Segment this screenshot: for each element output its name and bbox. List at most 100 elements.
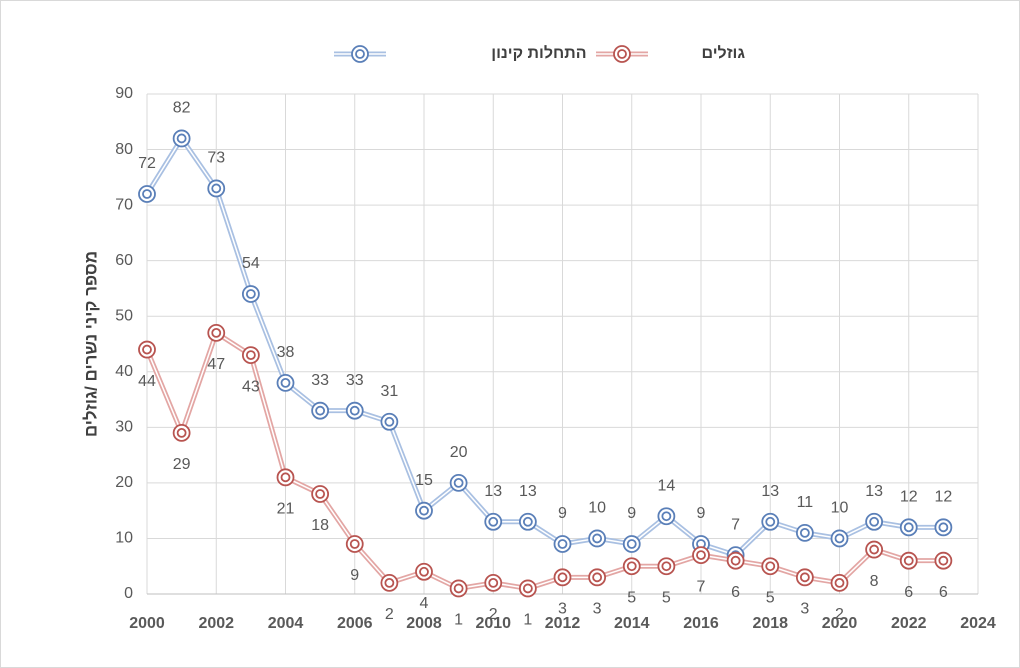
- marker-inner: [661, 511, 672, 522]
- marker-inner: [661, 561, 672, 572]
- marker: [311, 485, 330, 503]
- marker-inner: [142, 344, 152, 355]
- marker-inner: [142, 189, 152, 199]
- marker-inner: [938, 522, 949, 533]
- data-label: 31: [380, 383, 398, 400]
- legend-label: התחלות קינון: [491, 44, 586, 62]
- data-label: 5: [662, 589, 671, 606]
- data-label: 20: [450, 444, 468, 461]
- marker: [449, 579, 468, 598]
- marker-inner: [419, 505, 429, 516]
- marker-inner: [903, 555, 914, 566]
- data-label: 13: [865, 483, 883, 500]
- marker: [345, 535, 364, 553]
- data-label: 47: [207, 356, 225, 373]
- marker-inner: [557, 539, 568, 549]
- marker: [518, 512, 537, 531]
- y-tick-label: 70: [115, 196, 133, 213]
- data-label: 9: [697, 505, 706, 522]
- marker: [138, 340, 156, 359]
- marker: [276, 373, 295, 392]
- x-tick-label: 2022: [891, 615, 927, 632]
- data-label: 9: [350, 567, 359, 584]
- x-tick-label: 2016: [683, 615, 719, 632]
- marker: [657, 557, 676, 576]
- marker-inner: [903, 522, 914, 533]
- data-label: 8: [870, 573, 879, 590]
- marker-inner: [938, 555, 949, 566]
- y-tick-label: 90: [115, 85, 133, 102]
- marker: [380, 412, 399, 431]
- marker: [345, 401, 364, 420]
- data-label: 5: [627, 589, 636, 606]
- legend-label: גוזלים: [702, 44, 746, 62]
- marker: [241, 346, 260, 365]
- marker-inner: [315, 489, 326, 499]
- marker: [518, 579, 537, 598]
- marker-inner: [315, 405, 326, 416]
- x-tick-label: 2010: [475, 615, 511, 632]
- marker-inner: [592, 533, 603, 544]
- marker-inner: [349, 405, 360, 416]
- marker: [726, 551, 745, 570]
- legend-marker-inner: [617, 49, 627, 59]
- marker: [622, 535, 641, 553]
- data-label: 9: [558, 505, 567, 522]
- marker-inner: [765, 516, 776, 527]
- marker-inner: [453, 583, 464, 594]
- data-label: 73: [207, 150, 225, 167]
- x-tick-label: 2014: [614, 615, 650, 632]
- data-label: 21: [277, 501, 295, 518]
- marker: [553, 568, 572, 587]
- marker-inner: [557, 572, 568, 583]
- data-label: 2: [385, 606, 394, 623]
- marker-inner: [834, 577, 845, 588]
- x-tick-label: 2020: [822, 615, 858, 632]
- marker: [899, 518, 918, 537]
- marker-inner: [799, 572, 810, 583]
- x-tick-label: 2002: [198, 615, 234, 632]
- marker: [415, 501, 433, 520]
- marker-inner: [245, 289, 256, 299]
- marker: [380, 573, 399, 592]
- x-tick-label: 2008: [406, 615, 442, 632]
- marker-inner: [592, 572, 603, 583]
- data-label: 4: [420, 595, 429, 612]
- data-label: 13: [484, 483, 502, 500]
- marker: [934, 518, 953, 537]
- marker: [553, 535, 572, 553]
- data-label: 3: [593, 601, 602, 618]
- marker-inner: [419, 566, 429, 577]
- data-label: 3: [800, 601, 809, 618]
- y-tick-label: 20: [115, 474, 133, 491]
- data-label: 6: [904, 584, 913, 601]
- marker: [172, 423, 191, 442]
- marker: [865, 540, 884, 559]
- marker-inner: [869, 544, 880, 555]
- data-label: 1: [523, 612, 532, 629]
- marker-inner: [765, 561, 776, 572]
- marker: [207, 179, 226, 198]
- marker-inner: [488, 577, 499, 588]
- marker-inner: [211, 327, 222, 338]
- data-label: 82: [173, 100, 191, 117]
- marker: [241, 285, 260, 303]
- marker: [207, 323, 226, 342]
- data-label: 3: [558, 601, 567, 618]
- y-tick-label: 50: [115, 307, 133, 324]
- data-label: 7: [697, 578, 706, 595]
- marker: [622, 557, 641, 576]
- data-label: 1: [454, 612, 463, 629]
- data-label: 5: [766, 589, 775, 606]
- x-tick-label: 2006: [337, 615, 373, 632]
- data-label: 54: [242, 255, 260, 272]
- marker: [865, 512, 884, 531]
- marker-inner: [488, 516, 499, 527]
- y-tick-label: 80: [115, 141, 133, 158]
- marker-inner: [626, 561, 637, 572]
- data-label: 44: [138, 373, 156, 390]
- marker: [415, 562, 433, 581]
- marker: [934, 551, 953, 570]
